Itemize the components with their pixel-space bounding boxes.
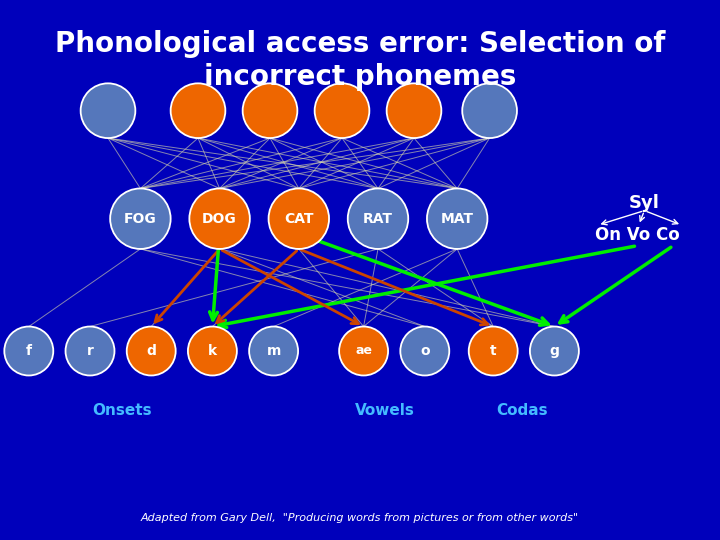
- Ellipse shape: [400, 327, 449, 375]
- Ellipse shape: [171, 83, 225, 138]
- Ellipse shape: [127, 327, 176, 375]
- Text: g: g: [549, 344, 559, 358]
- Ellipse shape: [188, 327, 237, 375]
- Text: t: t: [490, 344, 497, 358]
- Ellipse shape: [81, 83, 135, 138]
- Text: Phonological access error: Selection of
incorrect phonemes: Phonological access error: Selection of …: [55, 30, 665, 91]
- Ellipse shape: [243, 83, 297, 138]
- Ellipse shape: [189, 188, 250, 249]
- Text: m: m: [266, 344, 281, 358]
- Text: On Vo Co: On Vo Co: [595, 226, 680, 244]
- Ellipse shape: [4, 327, 53, 375]
- Ellipse shape: [110, 188, 171, 249]
- Text: FOG: FOG: [124, 212, 157, 226]
- Ellipse shape: [427, 188, 487, 249]
- Ellipse shape: [348, 188, 408, 249]
- Ellipse shape: [249, 327, 298, 375]
- Text: CAT: CAT: [284, 212, 313, 226]
- Ellipse shape: [469, 327, 518, 375]
- Text: Onsets: Onsets: [93, 403, 152, 418]
- Text: Codas: Codas: [496, 403, 548, 418]
- Ellipse shape: [339, 327, 388, 375]
- Ellipse shape: [269, 188, 329, 249]
- Text: k: k: [208, 344, 217, 358]
- Ellipse shape: [462, 83, 517, 138]
- Ellipse shape: [387, 83, 441, 138]
- Text: ae: ae: [355, 345, 372, 357]
- Ellipse shape: [315, 83, 369, 138]
- Text: DOG: DOG: [202, 212, 237, 226]
- Text: Syl: Syl: [629, 193, 660, 212]
- Text: d: d: [146, 344, 156, 358]
- Text: Vowels: Vowels: [355, 403, 415, 418]
- Text: r: r: [86, 344, 94, 358]
- Text: Adapted from Gary Dell,  "Producing words from pictures or from other words": Adapted from Gary Dell, "Producing words…: [141, 514, 579, 523]
- Ellipse shape: [66, 327, 114, 375]
- Text: o: o: [420, 344, 430, 358]
- Text: MAT: MAT: [441, 212, 474, 226]
- Text: f: f: [26, 344, 32, 358]
- Ellipse shape: [530, 327, 579, 375]
- Text: RAT: RAT: [363, 212, 393, 226]
